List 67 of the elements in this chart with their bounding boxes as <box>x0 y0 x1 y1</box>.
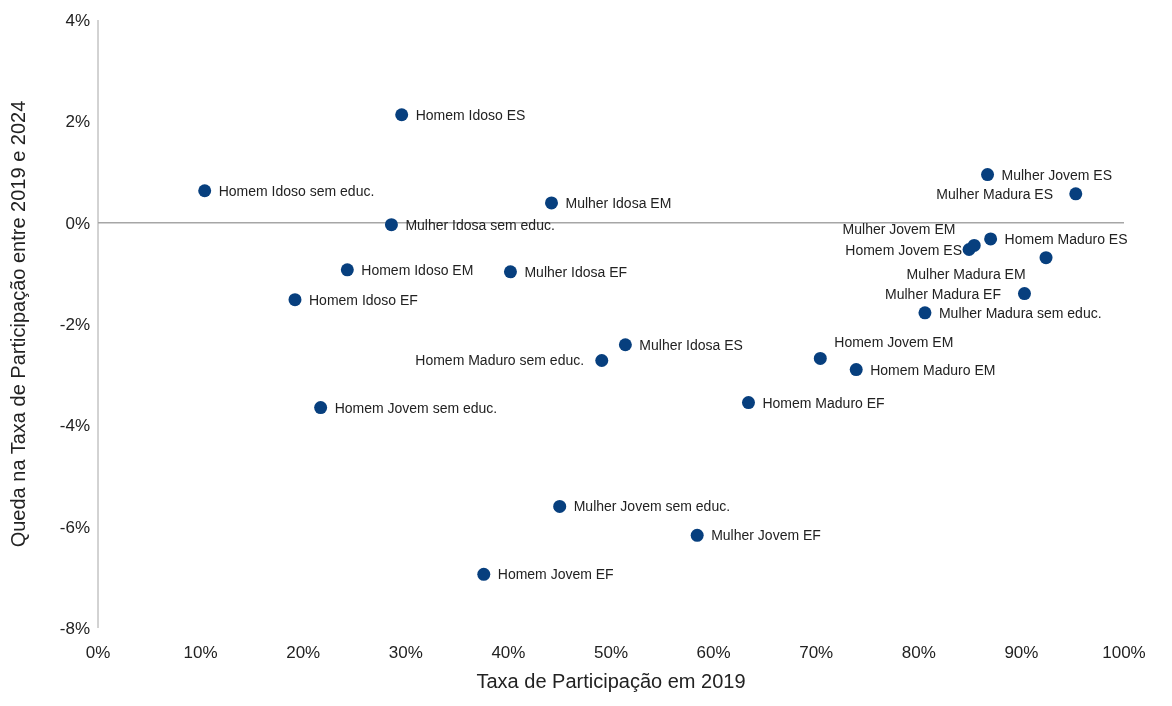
point <box>595 353 609 367</box>
point <box>1039 251 1053 265</box>
point <box>288 293 302 307</box>
point <box>981 168 995 182</box>
point <box>384 218 398 232</box>
annotation: Mulher Madura ES <box>936 185 1054 202</box>
annotation: Homem Jovem sem educ. <box>334 399 498 416</box>
annotation: Homem Maduro sem educ. <box>415 352 585 369</box>
point <box>314 401 328 415</box>
point <box>1069 187 1083 201</box>
x-tick-label: 100% <box>1102 643 1146 663</box>
x-tick-label: 20% <box>286 643 321 663</box>
annotation: Homem Idoso EF <box>308 291 418 308</box>
x-tick-label: 50% <box>593 643 629 663</box>
annotation: Homem Maduro EF <box>762 394 885 411</box>
annotation: Mulher Idosa EM <box>565 194 672 211</box>
x-tick-label: 10% <box>183 643 218 663</box>
point <box>984 232 998 246</box>
y-tick-label: -6% <box>59 517 90 537</box>
point <box>553 499 567 513</box>
point <box>690 528 704 542</box>
annotation: Mulher Jovem ES <box>1001 166 1113 183</box>
point <box>1017 287 1031 301</box>
annotation: Homem Jovem EF <box>497 566 614 583</box>
point <box>395 108 409 122</box>
x-tick-label: 30% <box>388 643 423 663</box>
annotation: Mulher Jovem EF <box>711 527 821 544</box>
point <box>967 238 981 252</box>
x-tick-label: 0% <box>85 643 111 663</box>
point <box>813 351 827 365</box>
y-tick-label: -8% <box>59 619 90 639</box>
y-tick-label: -4% <box>59 416 90 436</box>
y-axis-title: Queda na Taxa de Participação entre 2019 e 2024 <box>7 100 30 548</box>
point <box>198 184 212 198</box>
annotation: Homem Idoso ES <box>415 106 526 123</box>
x-tick-label: 60% <box>696 643 731 663</box>
y-tick-label: 2% <box>65 112 90 132</box>
point <box>544 196 558 210</box>
annotation: Mulher Idosa sem educ. <box>405 216 555 233</box>
annotation: Mulher Madura EM <box>906 265 1026 282</box>
annotation: Homem Jovem EM <box>834 334 954 351</box>
x-tick-label: 40% <box>491 643 526 663</box>
annotation: Homem Jovem ES <box>845 241 963 258</box>
annotation: Homem Idoso EM <box>361 261 474 278</box>
point <box>849 363 863 377</box>
point <box>477 567 491 581</box>
annotation: Mulher Jovem sem educ. <box>573 498 731 515</box>
point <box>340 263 354 277</box>
annotation: Mulher Madura sem educ. <box>938 304 1102 321</box>
point <box>618 338 632 352</box>
annotation: Mulher Madura EF <box>885 285 1001 302</box>
annotation: Mulher Idosa ES <box>639 336 743 353</box>
y-tick-label: 4% <box>65 11 90 31</box>
point <box>503 265 517 279</box>
x-tick-label: 90% <box>1004 643 1039 663</box>
annotation: Homem Idoso sem educ. <box>218 182 375 199</box>
x-tick-label: 80% <box>901 643 936 663</box>
point <box>918 306 932 320</box>
y-tick-label: 0% <box>65 213 90 233</box>
x-tick-label: 70% <box>799 643 834 663</box>
annotation: Mulher Idosa EF <box>524 263 628 280</box>
point <box>741 396 755 410</box>
y-tick-label: -2% <box>59 315 90 335</box>
annotation: Mulher Jovem EM <box>842 221 956 238</box>
x-axis-title: Taxa de Participação em 2019 <box>476 670 746 692</box>
annotation: Homem Maduro ES <box>1004 230 1128 247</box>
annotation: Homem Maduro EM <box>870 361 996 378</box>
